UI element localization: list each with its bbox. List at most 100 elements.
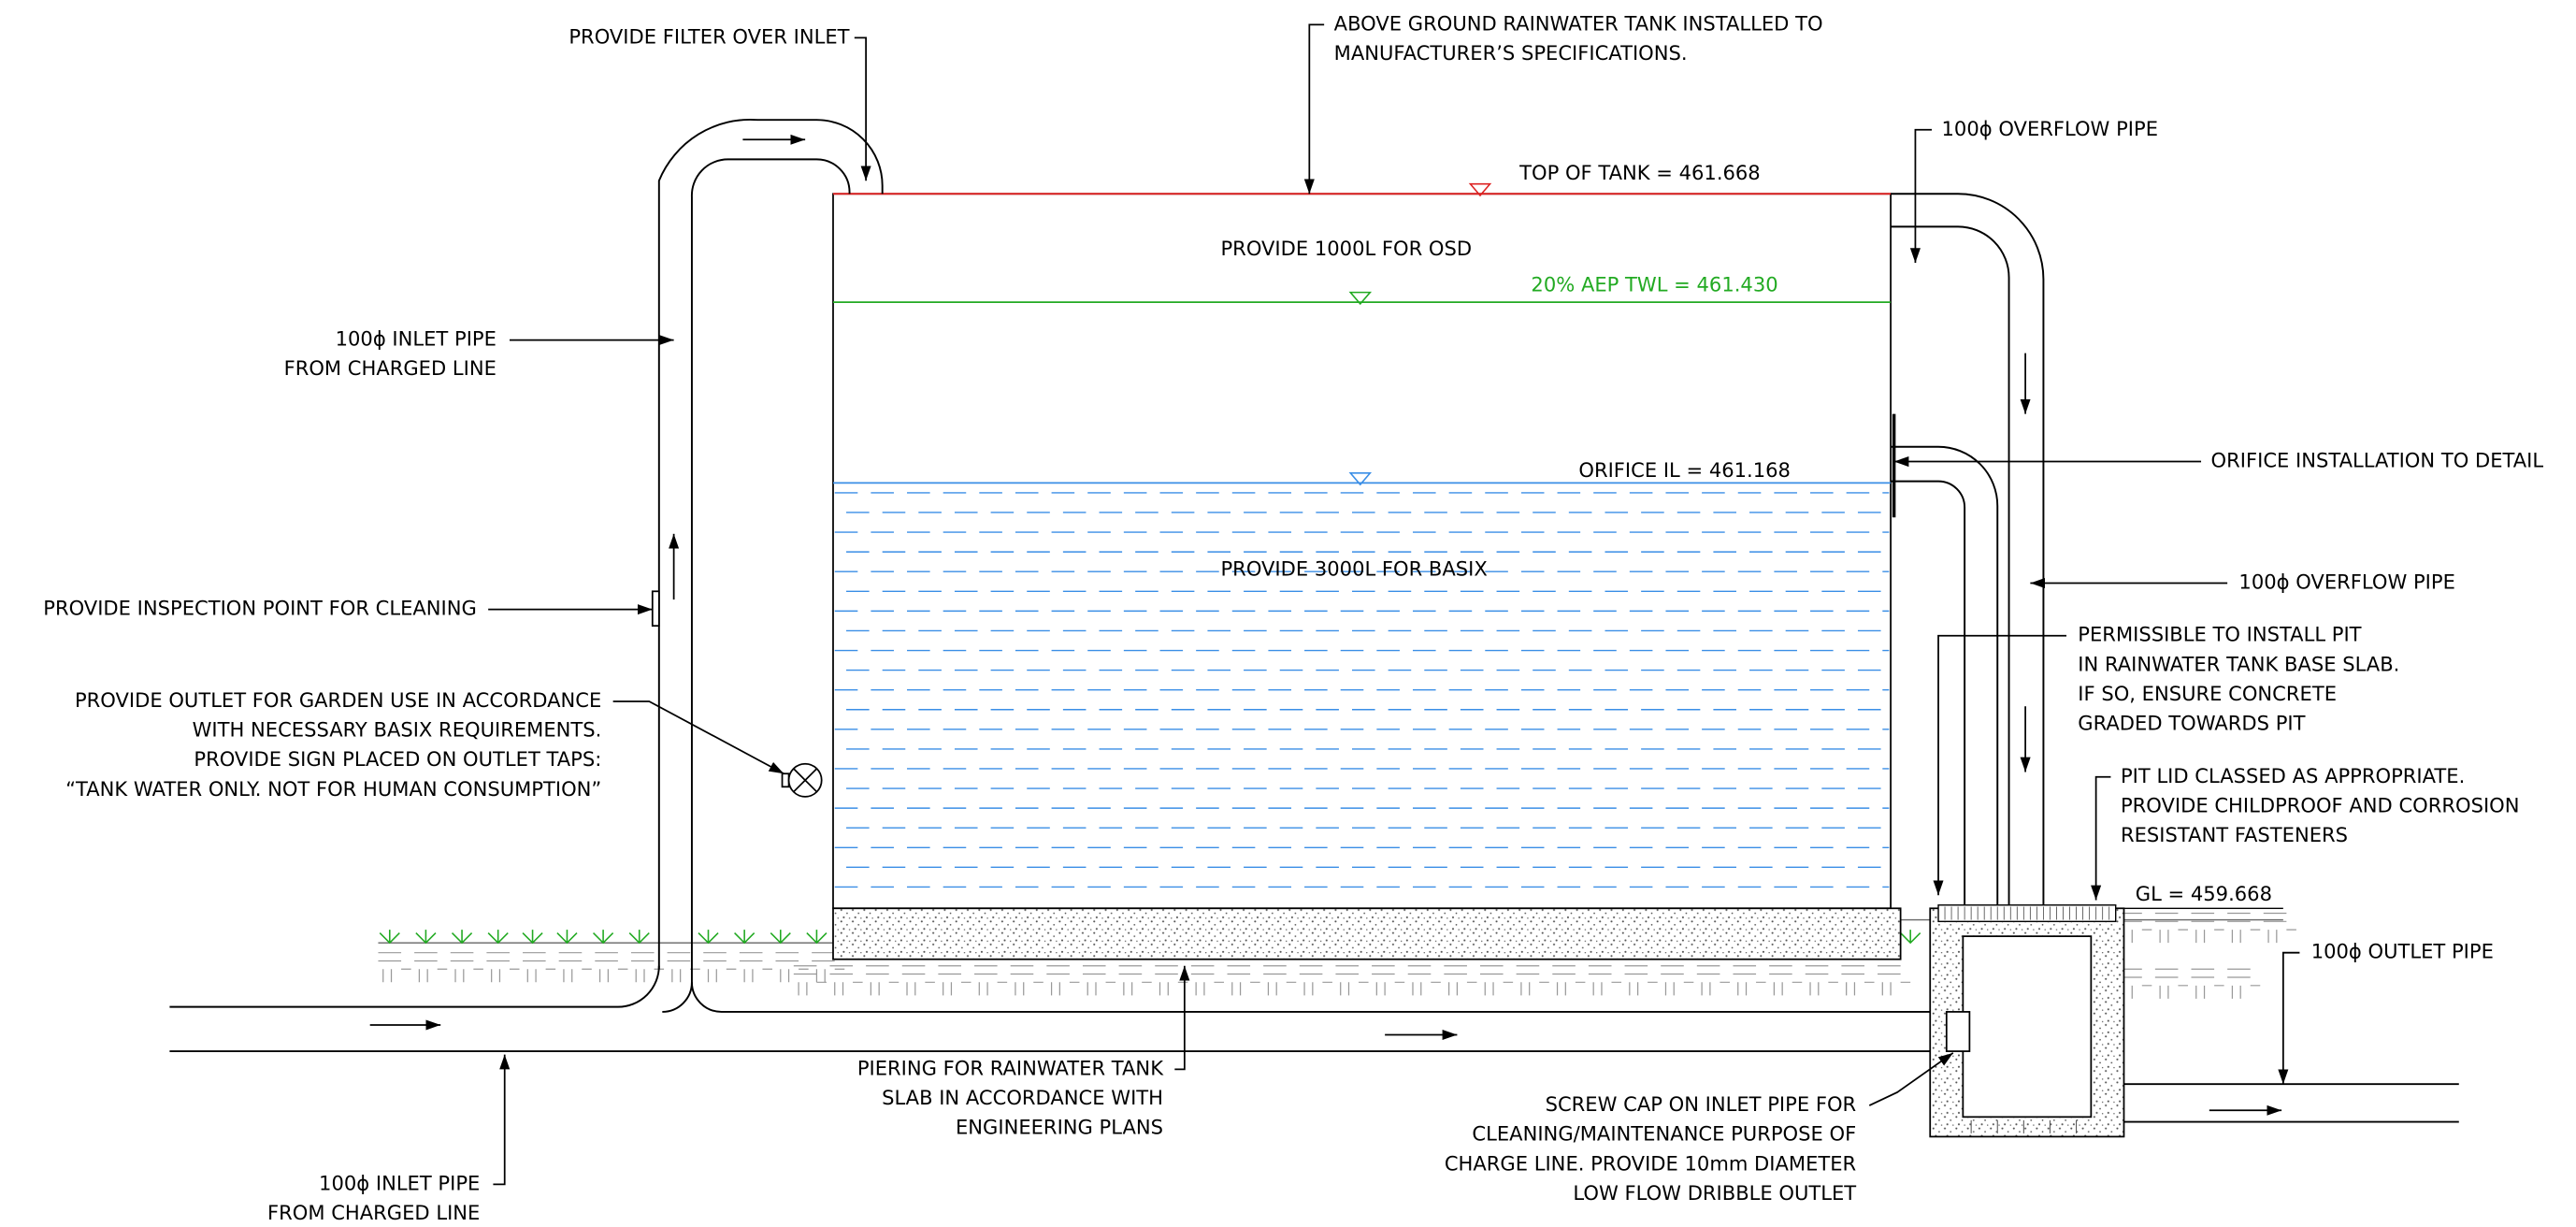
hatch — [1335, 966, 1368, 996]
annotation: WITH NECESSARY BASIX REQUIREMENTS. — [193, 718, 602, 742]
hatch — [1408, 966, 1441, 996]
hatch — [1011, 966, 1043, 996]
page: PROVIDE FILTER OVER INLET ABOVE GROUND RA… — [0, 0, 2576, 1227]
grass — [698, 930, 718, 943]
annotation: PIT LID CLASSED AS APPROPRIATE. — [2121, 764, 2465, 787]
slab — [833, 908, 1901, 959]
pipe — [169, 966, 658, 1007]
annotation: ORIFICE IL = 461.168 — [1578, 458, 1791, 482]
annotation: LOW FLOW DRIBBLE OUTLET — [1573, 1181, 1856, 1205]
hatch — [1589, 966, 1621, 996]
hatch — [1300, 966, 1332, 996]
outlet-stub — [783, 773, 789, 787]
annotation: RESISTANT FASTENERS — [2121, 823, 2348, 846]
annotation: PROVIDE CHILDPROOF AND CORROSION — [2121, 793, 2520, 816]
grass — [380, 930, 399, 943]
leader — [1174, 966, 1185, 1070]
hatch — [938, 966, 971, 996]
annotation: PROVIDE 1000L FOR OSD — [1220, 237, 1472, 260]
hatch — [1552, 966, 1585, 996]
hatch — [740, 953, 772, 983]
hatch — [2191, 969, 2223, 999]
hatch — [414, 953, 447, 983]
annotation: 100ϕ OUTLET PIPE — [2311, 940, 2494, 963]
hatch — [451, 953, 483, 983]
grass — [557, 930, 577, 943]
annotation: IF SO, ENSURE CONCRETE — [2078, 682, 2337, 705]
annotation: GRADED TOWARDS PIT — [2078, 712, 2305, 735]
annotation: CHARGE LINE. PROVIDE 10mm DIAMETER — [1445, 1151, 1857, 1175]
hatch — [2191, 914, 2223, 944]
annotation: ENGINEERING PLANS — [956, 1116, 1163, 1139]
hatch — [1661, 966, 1693, 996]
annotation: SLAB IN ACCORDANCE WITH — [882, 1086, 1163, 1109]
grass — [807, 930, 827, 943]
hatch — [523, 953, 555, 983]
hatch — [2227, 914, 2260, 944]
hatch — [1625, 966, 1658, 996]
annotation: SCREW CAP ON INLET PIPE FOR — [1546, 1092, 1857, 1116]
annotation: PROVIDE FILTER OVER INLET — [568, 24, 849, 48]
grass — [735, 930, 755, 943]
hatch — [378, 953, 410, 983]
grass — [594, 930, 613, 943]
hatch — [2155, 969, 2188, 999]
hatch — [902, 966, 935, 996]
hatch — [1228, 966, 1260, 996]
hatch — [1806, 966, 1838, 996]
leader — [493, 1055, 504, 1185]
annotation: “TANK WATER ONLY. NOT FOR HUMAN CONSUMPT… — [65, 777, 601, 801]
leader — [613, 701, 784, 773]
pipe — [692, 159, 850, 985]
annotation: PROVIDE 3000L FOR BASIX — [1220, 556, 1487, 580]
hatch — [829, 966, 862, 996]
hatch — [866, 966, 899, 996]
hatch — [974, 966, 1007, 996]
hatch — [2264, 914, 2296, 944]
annotation: IN RAINWATER TANK BASE SLAB. — [2078, 652, 2399, 675]
annotation: GL = 459.668 — [2136, 882, 2272, 905]
hatch — [1263, 966, 1296, 996]
annotation: 20% AEP TWL = 461.430 — [1531, 273, 1777, 296]
annotation: FROM CHARGED LINE — [284, 356, 496, 380]
leader — [2096, 777, 2111, 901]
hatch — [668, 953, 700, 983]
hatch — [2155, 914, 2188, 944]
inspection-point — [653, 591, 659, 626]
grass — [453, 930, 472, 943]
pipe — [1891, 447, 1997, 909]
grass — [629, 930, 649, 943]
annotation: 100ϕ OVERFLOW PIPE — [1942, 117, 2158, 140]
leader — [855, 37, 866, 180]
hatch — [1155, 966, 1187, 996]
hatch — [1083, 966, 1115, 996]
pipe — [2123, 1084, 2458, 1121]
grass — [416, 930, 436, 943]
hatch — [1480, 966, 1513, 996]
annotation: PROVIDE OUTLET FOR GARDEN USE IN ACCORDA… — [75, 688, 601, 712]
hatch — [595, 953, 627, 983]
annotation: PIERING FOR RAINWATER TANK — [857, 1056, 1164, 1079]
leader — [2283, 953, 2300, 1085]
grass — [1901, 930, 1921, 943]
annotation: 100ϕ INLET PIPE — [336, 327, 496, 351]
hatch — [2227, 969, 2260, 999]
annotation: MANUFACTURER’S SPECIFICATIONS. — [1334, 41, 1688, 65]
hatch — [559, 953, 592, 983]
hatch — [703, 953, 736, 983]
hatch — [776, 953, 809, 983]
hatch — [1841, 966, 1874, 996]
annotation: ORIFICE INSTALLATION TO DETAIL — [2211, 449, 2544, 472]
annotation: 100ϕ OVERFLOW PIPE — [2238, 570, 2454, 594]
annotation: CLEANING/MAINTENANCE PURPOSE OF — [1472, 1122, 1856, 1146]
hatch — [1119, 966, 1152, 996]
hatch — [1444, 966, 1476, 996]
hatch — [1733, 966, 1765, 996]
annotation: TOP OF TANK = 461.668 — [1518, 161, 1761, 184]
pipe — [662, 982, 1930, 1012]
annotation: PROVIDE SIGN PLACED ON OUTLET TAPS: — [194, 747, 601, 771]
pipe — [1891, 482, 1964, 909]
annotation: PERMISSIBLE TO INSTALL PIT — [2078, 623, 2361, 646]
hatch — [486, 953, 519, 983]
annotation: ABOVE GROUND RAINWATER TANK INSTALLED TO — [1334, 11, 1823, 35]
